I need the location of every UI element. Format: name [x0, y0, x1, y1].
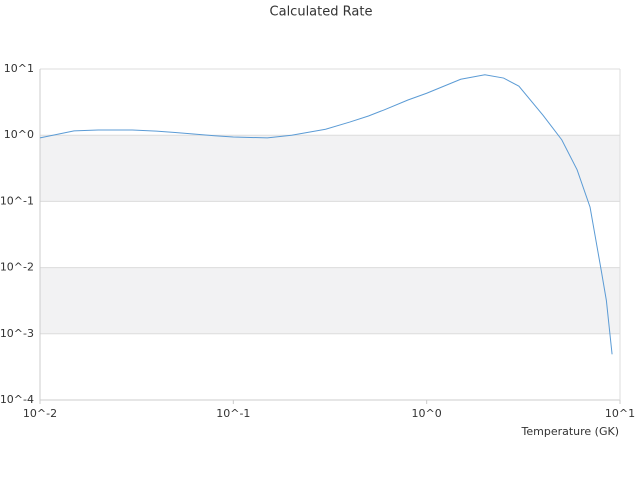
chart-title: Calculated Rate [270, 5, 373, 20]
data-line [39, 74, 613, 355]
x-tick-label: 10^1 [605, 407, 635, 420]
y-tick-label: 10^0 [4, 128, 34, 141]
x-axis-label: Temperature (GK) [521, 425, 620, 438]
grid-band [40, 267, 620, 334]
x-tick-label: 10^-1 [216, 407, 250, 420]
y-tick-label: 10^-2 [0, 261, 34, 274]
y-tick-label: 10^1 [4, 62, 34, 75]
y-tick-label: 10^-1 [0, 194, 34, 207]
y-tick-label: 10^-3 [0, 327, 34, 340]
grid-band [40, 135, 620, 202]
y-tick-label: 10^-4 [0, 393, 34, 406]
x-tick-label: 10^-2 [23, 407, 57, 420]
x-tick-label: 10^0 [412, 407, 442, 420]
